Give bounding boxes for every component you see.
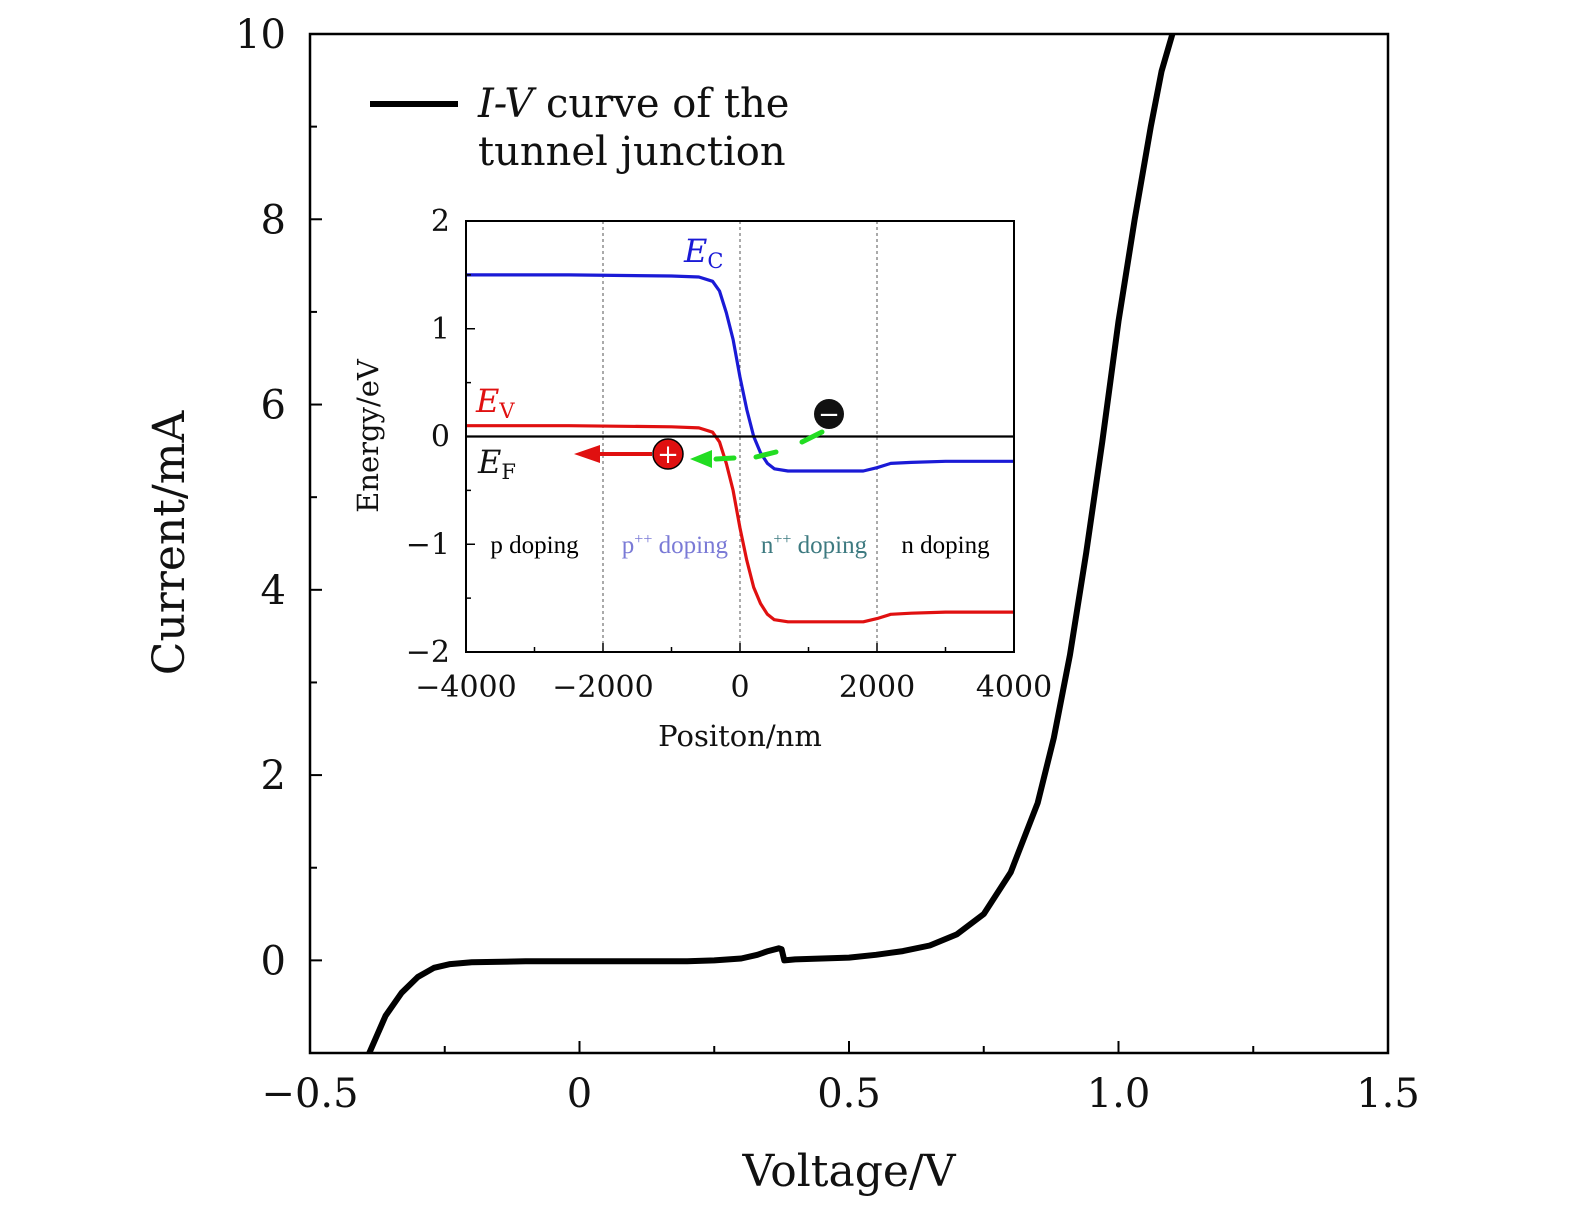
- inset-ticks: [465, 220, 1015, 653]
- inset-tunneling-arrows: [574, 429, 825, 468]
- inset-chart: −4000 −2000 0 2000 4000 −2 −1 0 1 2 p doping p++ d…: [351, 204, 1052, 753]
- tunnel-arrow-head: [690, 450, 712, 468]
- inset-y-tick-label: −2: [406, 635, 450, 670]
- main-x-tick-label: 0: [567, 1071, 592, 1117]
- main-x-tick-label: 1.0: [1087, 1071, 1151, 1117]
- region-label: n++ doping: [761, 531, 868, 559]
- main-ticks: [309, 33, 1389, 1053]
- hole-carrier: +: [652, 438, 684, 470]
- inset-curves: [466, 273, 1014, 624]
- main-x-tick-label: −0.5: [261, 1071, 358, 1117]
- legend-entry-line2: tunnel junction: [478, 129, 786, 175]
- ec-label: EC: [683, 232, 723, 273]
- electron-circle: [814, 399, 844, 429]
- inset-x-tick-label: −4000: [415, 670, 516, 705]
- ef-label: EF: [477, 443, 516, 484]
- inset-x-tick-label: 0: [730, 670, 749, 705]
- hole-circle: [652, 438, 684, 470]
- inset-y-axis-label: Energy/eV: [351, 358, 385, 513]
- main-y-tick-label: 8: [261, 197, 286, 243]
- ev-band-line: [466, 424, 1014, 624]
- tunnel-dash-1: [799, 429, 825, 445]
- inset-y-tick-label: 2: [431, 204, 450, 239]
- inset-region-labels: p doping p++ doping n++ doping n doping: [490, 531, 990, 559]
- main-y-axis-label: Current/mA: [144, 410, 195, 676]
- inset-tick-labels: −4000 −2000 0 2000 4000 −2 −1 0 1 2: [406, 204, 1052, 705]
- tunnel-dash-3: [713, 455, 737, 462]
- region-label: p++ doping: [622, 531, 729, 559]
- region-label: n doping: [901, 532, 990, 559]
- inset-x-tick-label: −2000: [552, 670, 653, 705]
- electron-symbol: −: [818, 400, 840, 430]
- tunnel-dash-2: [753, 449, 779, 460]
- main-y-tick-label: 6: [261, 383, 286, 429]
- ev-label: EV: [475, 382, 515, 423]
- main-x-tick-label: 1.5: [1356, 1071, 1420, 1117]
- inset-x-tick-label: 2000: [839, 670, 915, 705]
- inset-y-tick-label: 1: [431, 312, 450, 347]
- legend-entry-line1: I-V curve of the: [477, 81, 789, 127]
- main-y-tick-label: 2: [261, 753, 286, 799]
- hole-arrow-head: [574, 445, 600, 463]
- main-y-tick-label: 0: [261, 938, 286, 984]
- main-curves: [366, 34, 1176, 1053]
- main-y-tick-label: 4: [261, 568, 286, 614]
- ec-band-line: [466, 273, 1014, 473]
- iv-curve-line: [366, 34, 1176, 1053]
- electron-carrier: −: [814, 399, 844, 430]
- inset-y-tick-label: 0: [431, 420, 450, 455]
- main-legend: I-V curve of the tunnel junction: [370, 81, 789, 175]
- main-x-axis-label: Voltage/V: [741, 1146, 956, 1197]
- main-x-tick-label: 0.5: [817, 1071, 881, 1117]
- inset-x-tick-label: 4000: [976, 670, 1052, 705]
- legend-italic-iv: I-V: [477, 81, 537, 127]
- main-y-tick-label: 10: [235, 12, 286, 58]
- inset-y-tick-label: −1: [406, 527, 450, 562]
- legend-line1-rest: curve of the: [533, 81, 789, 127]
- region-label: p doping: [490, 532, 579, 559]
- hole-symbol: +: [657, 440, 679, 470]
- inset-x-axis-label: Positon/nm: [658, 719, 822, 753]
